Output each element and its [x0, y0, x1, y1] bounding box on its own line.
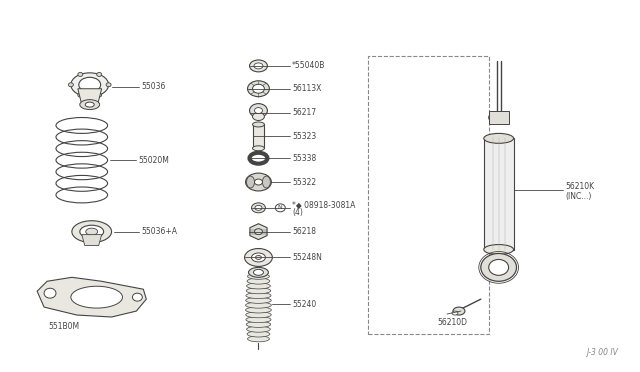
Ellipse shape — [246, 312, 271, 318]
Text: 55036: 55036 — [141, 82, 166, 91]
Ellipse shape — [71, 73, 109, 97]
Text: 56113X: 56113X — [292, 84, 321, 93]
Text: J-3 00 IV: J-3 00 IV — [586, 348, 618, 357]
Ellipse shape — [255, 179, 262, 185]
Ellipse shape — [250, 60, 268, 72]
Ellipse shape — [78, 93, 83, 97]
Text: 56217: 56217 — [292, 108, 316, 117]
Polygon shape — [82, 235, 102, 246]
Ellipse shape — [252, 203, 266, 213]
Text: (INC...): (INC...) — [565, 192, 591, 201]
Ellipse shape — [72, 221, 111, 243]
Text: 56210D: 56210D — [437, 318, 467, 327]
Ellipse shape — [97, 93, 102, 97]
Ellipse shape — [132, 293, 142, 301]
Ellipse shape — [246, 297, 271, 303]
Text: 56210K: 56210K — [565, 183, 595, 192]
Ellipse shape — [44, 288, 56, 298]
Ellipse shape — [493, 114, 504, 121]
Text: (4): (4) — [292, 208, 303, 217]
Ellipse shape — [80, 225, 104, 238]
Ellipse shape — [262, 176, 270, 188]
Ellipse shape — [253, 122, 264, 127]
Ellipse shape — [484, 244, 513, 254]
Text: 55240: 55240 — [292, 299, 316, 309]
Ellipse shape — [244, 248, 273, 266]
Ellipse shape — [71, 286, 122, 308]
Ellipse shape — [255, 108, 262, 113]
Ellipse shape — [253, 269, 264, 275]
Ellipse shape — [248, 267, 268, 277]
Ellipse shape — [255, 256, 262, 259]
Ellipse shape — [80, 100, 100, 110]
Ellipse shape — [253, 84, 264, 93]
Text: *◆ 08918-3081A: *◆ 08918-3081A — [292, 201, 356, 209]
Bar — [484, 138, 513, 250]
Ellipse shape — [247, 278, 270, 284]
Ellipse shape — [254, 63, 263, 69]
Ellipse shape — [246, 321, 271, 327]
Ellipse shape — [246, 326, 270, 332]
Text: 55323: 55323 — [292, 132, 316, 141]
Polygon shape — [78, 89, 102, 105]
Ellipse shape — [246, 283, 270, 289]
Ellipse shape — [452, 311, 458, 315]
Bar — [367, 56, 489, 334]
Ellipse shape — [246, 293, 271, 299]
Ellipse shape — [253, 146, 264, 151]
Ellipse shape — [489, 112, 509, 124]
Ellipse shape — [250, 104, 268, 118]
Ellipse shape — [86, 228, 98, 235]
Ellipse shape — [106, 83, 111, 87]
Text: 56218: 56218 — [292, 227, 316, 236]
Text: 551B0M: 551B0M — [49, 323, 79, 331]
Text: 55338: 55338 — [292, 154, 316, 163]
Ellipse shape — [85, 102, 94, 107]
Ellipse shape — [246, 302, 271, 308]
Ellipse shape — [484, 134, 513, 143]
Polygon shape — [37, 277, 147, 317]
Ellipse shape — [481, 253, 516, 281]
Ellipse shape — [246, 173, 271, 191]
Ellipse shape — [255, 229, 262, 235]
Text: N: N — [277, 205, 282, 210]
Text: 55322: 55322 — [292, 177, 316, 186]
Bar — [253, 125, 264, 148]
Text: 55248N: 55248N — [292, 253, 322, 262]
Ellipse shape — [252, 253, 266, 262]
Text: 55036+A: 55036+A — [141, 227, 177, 236]
Bar — [489, 110, 509, 125]
Ellipse shape — [246, 317, 271, 323]
Ellipse shape — [253, 113, 264, 121]
Ellipse shape — [78, 73, 83, 76]
Ellipse shape — [97, 73, 102, 76]
Ellipse shape — [79, 77, 100, 92]
Ellipse shape — [68, 83, 74, 87]
Ellipse shape — [246, 288, 271, 294]
Ellipse shape — [246, 176, 255, 188]
Text: 55020M: 55020M — [138, 156, 169, 165]
Ellipse shape — [248, 81, 269, 97]
Ellipse shape — [489, 259, 509, 275]
Ellipse shape — [248, 273, 269, 279]
Ellipse shape — [246, 307, 271, 313]
Polygon shape — [250, 224, 267, 240]
Ellipse shape — [248, 336, 269, 342]
Ellipse shape — [453, 307, 465, 315]
Ellipse shape — [247, 331, 270, 337]
Ellipse shape — [255, 205, 262, 210]
Text: *55040B: *55040B — [292, 61, 326, 70]
